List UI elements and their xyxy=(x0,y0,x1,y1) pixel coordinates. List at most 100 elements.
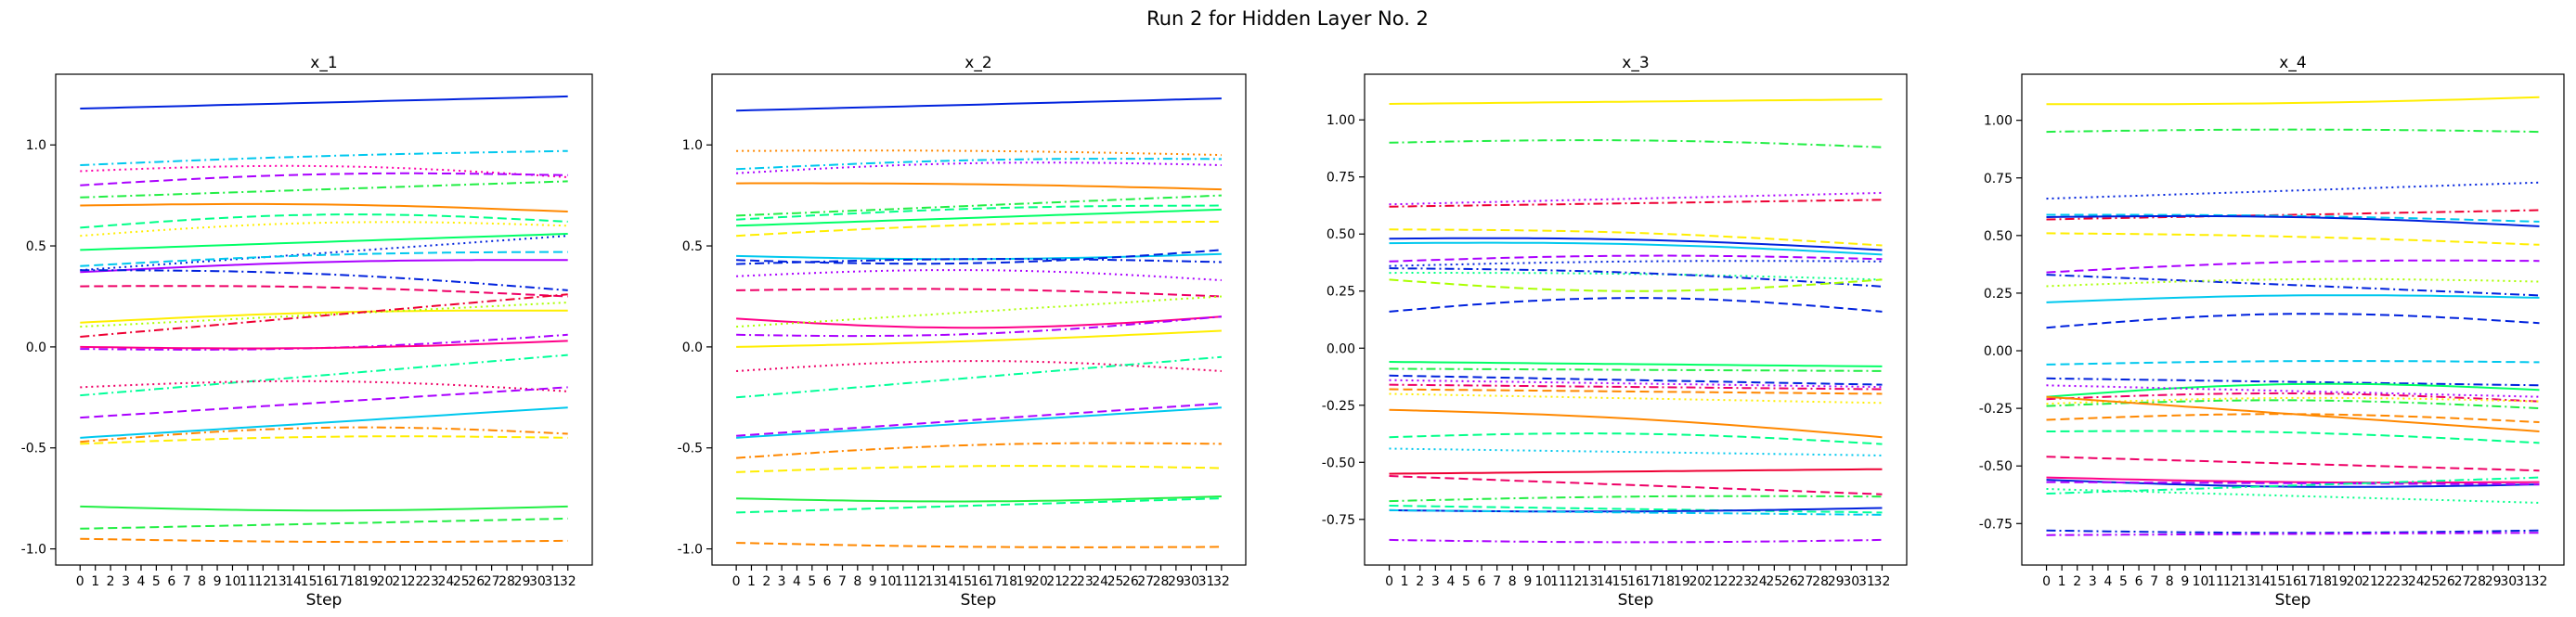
x-tick-label: 31 xyxy=(1858,574,1875,589)
x-tick-label: 21 xyxy=(1704,574,1721,589)
x-tick-label: 28 xyxy=(2469,574,2486,589)
x-tick-label: 24 xyxy=(2408,574,2425,589)
x-tick-label: 4 xyxy=(793,574,801,589)
x-tick-label: 13 xyxy=(926,574,942,589)
x-tick-label: 12 xyxy=(910,574,926,589)
series-line-15 xyxy=(80,302,568,328)
x-tick-label: 1 xyxy=(2058,574,2066,589)
x-tick-label: 20 xyxy=(2346,574,2362,589)
series-line-10 xyxy=(80,251,568,267)
series-line-5 xyxy=(2046,214,2540,227)
series-line-15 xyxy=(1389,374,1883,386)
x-tick-label: 27 xyxy=(1137,574,1154,589)
series-line-26 xyxy=(1389,505,1883,514)
series-line-4 xyxy=(736,182,1222,191)
x-tick-label: 6 xyxy=(2135,574,2143,589)
subplot-title: x_4 xyxy=(2279,54,2306,72)
series-line-21 xyxy=(1389,432,1883,445)
series-line-6 xyxy=(2046,232,2540,246)
series-line-11 xyxy=(2046,313,2540,329)
series-line-24 xyxy=(2046,476,2540,484)
x-tick-label: 1 xyxy=(1401,574,1409,589)
x-tick-label: 26 xyxy=(1781,574,1798,589)
x-tick-label: 5 xyxy=(1462,574,1470,589)
plot-area: -1.0-0.50.00.51.00 1 2 3 4 5 6 7 8 9 1011121314151… xyxy=(678,73,1247,589)
subplot-x4: x_4 Step -0.75 -0.50 -0.25 0.00 0.25 0.50 0.75… xyxy=(1979,54,2565,610)
x-tick-label: 14 xyxy=(285,574,302,589)
x-tick-label: 0 xyxy=(1385,574,1393,589)
x-tick-label: 27 xyxy=(2454,574,2471,589)
series-line-25 xyxy=(80,505,568,512)
series-line-20 xyxy=(2046,413,2540,423)
x-tick-label: 10 xyxy=(2193,574,2209,589)
y-tick-label: -0.25 xyxy=(1322,399,1355,414)
plot-area: -1.0-0.50.00.51.00 1 2 3 4 5 6 7 8 9 1011121314151… xyxy=(21,73,593,589)
x-tick-label: 14 xyxy=(940,574,957,589)
x-tick-label: 4 xyxy=(2104,574,2112,589)
x-tick-label: 17 xyxy=(1643,574,1660,589)
x-tick-label: 13 xyxy=(270,574,287,589)
y-tick-label: 1.00 xyxy=(1984,114,2013,129)
x-tick-label: 0 xyxy=(732,574,741,589)
series-line-16 xyxy=(736,315,1222,338)
x-tick-label: 20 xyxy=(1031,574,1048,589)
y-tick-label: -0.75 xyxy=(1979,517,2013,532)
series-line-26 xyxy=(80,517,568,530)
series-line-14 xyxy=(80,309,568,324)
x-tick-label: 3 xyxy=(2089,574,2097,589)
series-line-17 xyxy=(736,329,1222,348)
series-line-19 xyxy=(1389,392,1883,405)
x-tick-label: 19 xyxy=(1674,574,1690,589)
x-tick-label: 32 xyxy=(1213,574,1230,589)
y-tick-label: 0.0 xyxy=(26,341,46,355)
y-tick-label: 1.0 xyxy=(682,138,703,153)
x-tick-label: 12 xyxy=(254,574,271,589)
x-tick-label: 30 xyxy=(1183,574,1199,589)
x-tick-label: 0 xyxy=(2042,574,2051,589)
series-line-29 xyxy=(1389,538,1883,544)
x-tick-label: 23 xyxy=(422,574,439,589)
series-line-14 xyxy=(2046,382,2540,398)
series-line-10 xyxy=(1389,267,1883,288)
series-line-13 xyxy=(2046,377,2540,387)
series-line-22 xyxy=(1389,447,1883,456)
series-line-21 xyxy=(2046,430,2540,444)
series-line-6 xyxy=(1389,241,1883,256)
series-line-0 xyxy=(80,95,568,109)
series-line-0 xyxy=(1389,98,1883,105)
series-line-24 xyxy=(1389,475,1883,495)
y-tick-label: 0.5 xyxy=(26,239,46,254)
series-line-7 xyxy=(2046,259,2540,274)
x-tick-label: 18 xyxy=(1658,574,1675,589)
y-tick-label: -0.25 xyxy=(1979,402,2013,417)
x-tick-label: 11 xyxy=(2207,574,2224,589)
series-line-22 xyxy=(80,406,568,439)
x-tick-label: 5 xyxy=(152,574,161,589)
series-line-16 xyxy=(80,293,568,338)
x-tick-label: 8 xyxy=(2166,574,2174,589)
series-line-26 xyxy=(736,542,1222,548)
y-tick-label: -0.75 xyxy=(1322,513,1355,528)
series-line-24 xyxy=(80,435,568,445)
series-line-7 xyxy=(736,208,1222,227)
series-line-4 xyxy=(2046,213,2540,223)
series-line-6 xyxy=(80,213,568,229)
x-tick-label: 24 xyxy=(1092,574,1108,589)
x-tick-label: 3 xyxy=(122,574,130,589)
x-tick-label: 17 xyxy=(2300,574,2317,589)
y-tick-label: 0.00 xyxy=(1984,344,2013,359)
plot-area: -0.75-0.50-0.250.000.250.500.751.000 1 2 3 4… xyxy=(1979,73,2565,589)
series-line-11 xyxy=(80,259,568,274)
x-tick-label: 8 xyxy=(1508,574,1517,589)
x-tick-label: 25 xyxy=(1766,574,1782,589)
series-line-3 xyxy=(2046,209,2540,221)
series-line-5 xyxy=(80,202,568,212)
x-tick-label: 11 xyxy=(895,574,912,589)
series-line-1 xyxy=(1389,139,1883,148)
series-line-21 xyxy=(80,386,568,419)
x-tick-label: 9 xyxy=(214,574,222,589)
x-tick-label: 21 xyxy=(2362,574,2378,589)
series-line-28 xyxy=(2046,529,2540,534)
series-line-8 xyxy=(736,220,1222,238)
series-line-2 xyxy=(2046,181,2540,200)
